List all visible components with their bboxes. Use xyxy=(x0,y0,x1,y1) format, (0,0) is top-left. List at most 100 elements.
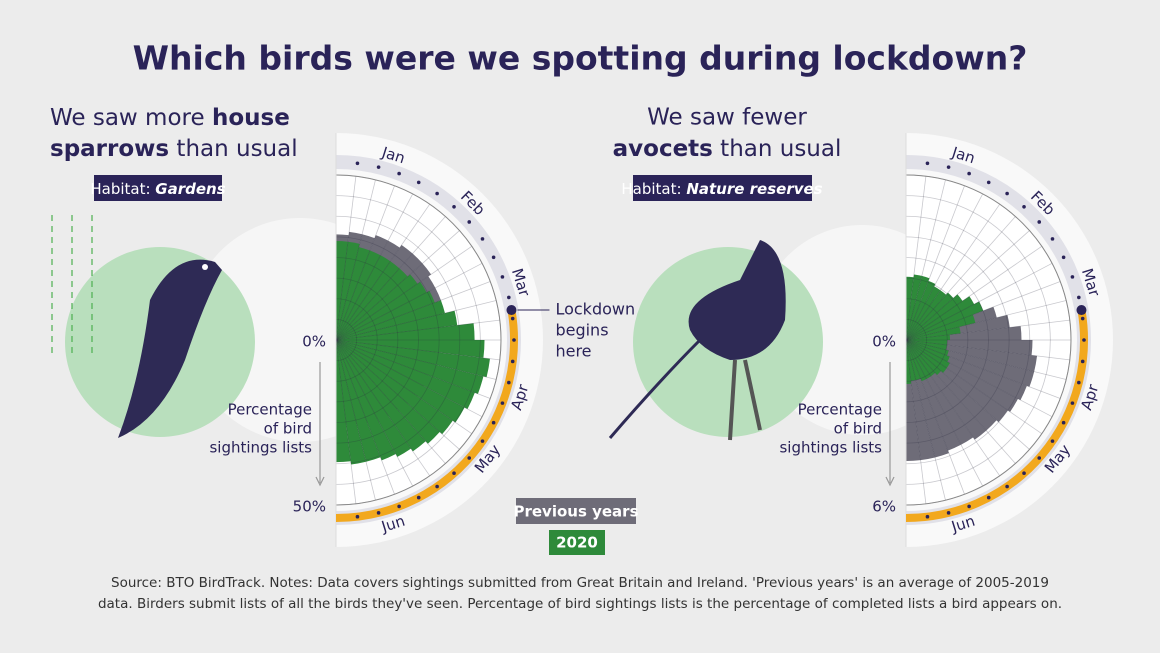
spoke xyxy=(905,230,1030,341)
annotation: here xyxy=(555,342,591,361)
week-dot xyxy=(1080,316,1085,321)
week-dot xyxy=(1077,380,1081,385)
week-dot xyxy=(467,220,472,224)
spoke xyxy=(905,339,946,501)
wedge xyxy=(336,340,411,457)
week-dot xyxy=(435,484,439,489)
axis-label: sightings lists xyxy=(209,439,312,457)
wedge xyxy=(906,340,949,356)
source-note: Source: BTO BirdTrack. Notes: Data cover… xyxy=(111,575,1049,591)
week-dot xyxy=(1070,275,1075,279)
week-dot xyxy=(1037,456,1042,460)
week-dot xyxy=(355,161,360,166)
spoke xyxy=(335,339,376,501)
habitat-name: Nature reserves xyxy=(686,180,822,198)
axis-label: Percentage xyxy=(798,401,882,419)
lockdown-marker xyxy=(506,305,517,316)
spoke xyxy=(905,193,984,341)
ring xyxy=(335,277,399,403)
dot-columns xyxy=(51,215,93,355)
spoke xyxy=(905,339,927,504)
grid-ring xyxy=(335,174,502,506)
ring xyxy=(905,236,1010,444)
spoke xyxy=(905,339,1053,418)
grid-ring xyxy=(905,174,1072,506)
annotation: Lockdown xyxy=(555,300,635,319)
spoke xyxy=(335,339,483,418)
week-dot xyxy=(986,180,991,185)
heading: We saw more house xyxy=(50,105,290,131)
week-dot xyxy=(925,161,930,166)
spoke xyxy=(335,193,414,341)
wedge xyxy=(336,281,427,340)
wedge xyxy=(906,340,947,373)
spoke xyxy=(905,176,927,341)
wedge xyxy=(336,300,445,340)
week-dot xyxy=(1061,420,1066,425)
spoke xyxy=(905,339,965,495)
week-dot xyxy=(452,471,456,476)
spoke xyxy=(905,339,984,487)
wedge xyxy=(336,340,453,435)
heading: We saw fewer xyxy=(647,105,807,131)
axis-label: of bird xyxy=(264,420,312,438)
wedge xyxy=(906,275,930,340)
week-dot xyxy=(452,204,456,209)
week-dot xyxy=(491,255,496,260)
week-dot xyxy=(1005,191,1009,196)
lockdown-marker xyxy=(1076,305,1087,316)
legend-label: Previous years xyxy=(513,503,638,521)
spoke xyxy=(335,339,473,435)
arrow-head xyxy=(885,476,895,487)
wedge xyxy=(906,280,936,340)
wedge xyxy=(336,340,426,452)
week-dot xyxy=(1022,204,1026,209)
wedge xyxy=(336,340,396,461)
ring xyxy=(335,257,419,423)
wedge xyxy=(336,340,440,444)
wedge xyxy=(906,274,922,340)
legend-swatch xyxy=(516,498,636,524)
spoke xyxy=(335,262,483,341)
week-dot xyxy=(510,316,515,321)
wedge xyxy=(336,340,485,358)
wedge xyxy=(906,340,948,345)
wedge xyxy=(906,286,941,340)
spoke xyxy=(905,319,1070,341)
arrow-head xyxy=(315,476,325,487)
spoke xyxy=(335,230,460,341)
week-dot xyxy=(355,514,360,519)
week-dot xyxy=(946,511,951,515)
wedge xyxy=(906,314,976,340)
wedge xyxy=(336,340,484,394)
week-dot xyxy=(507,380,511,385)
spoke xyxy=(335,176,357,341)
spoke xyxy=(335,245,473,341)
week-dot xyxy=(500,401,505,405)
spoke xyxy=(335,300,497,341)
habitat: Habitat: Gardens xyxy=(90,180,225,198)
spoke xyxy=(335,339,491,399)
week-dot xyxy=(512,338,516,342)
week-dot xyxy=(1061,255,1066,260)
wedge xyxy=(336,340,490,378)
spoke xyxy=(905,339,1070,361)
spoke xyxy=(905,339,1001,477)
wedge xyxy=(906,340,947,350)
y-tick-label: 50% xyxy=(293,498,326,516)
spoke xyxy=(905,245,1043,341)
axis-label: Percentage xyxy=(228,401,312,419)
annotation: begins xyxy=(555,321,608,340)
week-dot xyxy=(967,171,971,176)
wedge xyxy=(906,296,975,340)
wedge xyxy=(906,340,927,382)
wedge xyxy=(336,241,360,340)
wedge xyxy=(336,261,400,340)
ring xyxy=(905,277,969,403)
ring xyxy=(905,298,948,382)
spoke xyxy=(335,203,431,341)
heading-bold: sparrows xyxy=(50,136,169,162)
wedge xyxy=(336,274,418,340)
ring xyxy=(905,195,1051,485)
wedge xyxy=(906,334,950,340)
